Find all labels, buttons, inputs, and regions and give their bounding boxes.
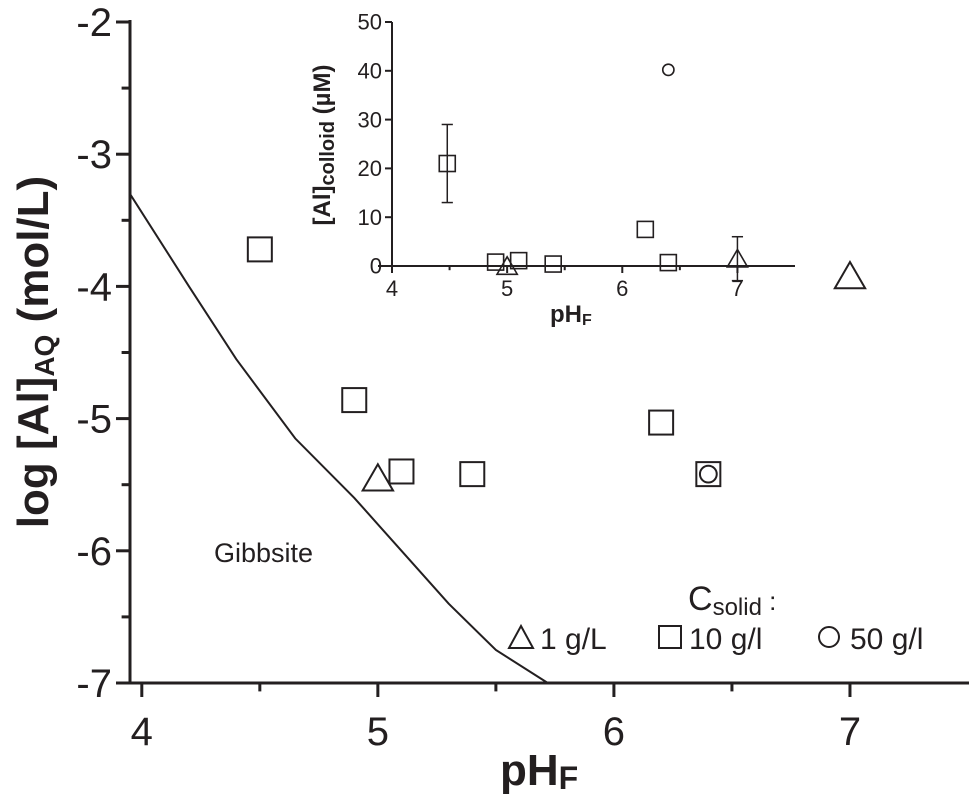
legend-label-1: 1 g/L bbox=[540, 623, 607, 656]
main-ticks: 4 5 6 7 -2 -3 -4 -5 -6 -7 bbox=[76, 1, 861, 754]
main-x-tick-label: 5 bbox=[367, 710, 389, 754]
inset-y-tick-label: 10 bbox=[358, 205, 382, 230]
inset-square-point bbox=[636, 220, 655, 239]
main-y-tick-label: -5 bbox=[76, 398, 112, 442]
main-square-point bbox=[246, 236, 273, 263]
inset-y-tick-label: 40 bbox=[358, 59, 382, 84]
main-circle-point bbox=[698, 464, 718, 484]
inset-x-tick-label: 7 bbox=[731, 276, 743, 301]
gibbsite-curve bbox=[129, 193, 549, 684]
gibbsite-label: Gibbsite bbox=[214, 538, 313, 568]
main-square-point bbox=[459, 461, 486, 488]
inset-circle-point bbox=[661, 63, 675, 77]
legend-title: Csolid : bbox=[688, 580, 776, 621]
main-square-point bbox=[341, 387, 368, 414]
main-y-tick-label: -2 bbox=[76, 1, 112, 45]
inset-y-tick-label: 30 bbox=[358, 107, 382, 132]
inset-square-point bbox=[438, 154, 457, 173]
legend-label-3: 50 g/l bbox=[850, 623, 923, 656]
main-x-tick-label: 7 bbox=[839, 710, 861, 754]
inset-square-point bbox=[486, 253, 505, 271]
inset-chart: 4 5 6 7 0 10 20 30 40 50 [Al]colloid (µM) pHF bbox=[309, 10, 795, 329]
main-x-tick-label: 6 bbox=[603, 710, 625, 754]
main-y-axis-label: log [Al]AQ (mol/L) bbox=[9, 176, 60, 528]
inset-y-tick-label: 0 bbox=[370, 254, 382, 279]
main-chart: 4 5 6 7-2-3-4-5-6-7 log [Al]AQ (mol/L) pHF … bbox=[9, 1, 969, 796]
inset-square-point bbox=[659, 253, 678, 272]
legend-square-icon bbox=[658, 625, 682, 649]
inset-square-point bbox=[544, 255, 563, 273]
inset-triangle-point bbox=[495, 255, 519, 276]
inset-x-tick-label: 5 bbox=[501, 276, 513, 301]
inset-marks bbox=[438, 63, 749, 282]
main-marks bbox=[129, 193, 867, 684]
main-y-tick-label: -3 bbox=[76, 133, 112, 177]
main-square-point bbox=[648, 409, 675, 436]
inset-triangle-point bbox=[725, 247, 749, 268]
main-triangle-point bbox=[833, 260, 867, 290]
main-square-point bbox=[388, 458, 415, 485]
main-x-axis-label: pHF bbox=[500, 746, 578, 796]
main-square-point bbox=[695, 461, 722, 488]
legend-circle-icon bbox=[818, 626, 840, 648]
inset-y-tick-label: 50 bbox=[358, 10, 382, 35]
inset-y-tick-label: 20 bbox=[358, 156, 382, 181]
inset-square-point bbox=[509, 251, 528, 270]
main-y-tick-label: -6 bbox=[76, 530, 112, 574]
inset-x-tick-label: 4 bbox=[386, 276, 398, 301]
inset-x-axis-label: pHF bbox=[550, 301, 592, 329]
main-triangle-point bbox=[360, 462, 395, 492]
legend-triangle-icon bbox=[507, 623, 535, 649]
main-y-tick-label: -7 bbox=[76, 662, 112, 706]
legend-label-2: 10 g/l bbox=[689, 623, 762, 656]
main-y-tick-label: -4 bbox=[76, 265, 112, 309]
inset-x-tick-label: 6 bbox=[616, 276, 628, 301]
legend: Csolid : 1 g/L 10 g/l 50 g/l bbox=[507, 580, 923, 656]
main-x-tick-label: 4 bbox=[131, 710, 153, 754]
inset-y-axis-label: [Al]colloid (µM) bbox=[309, 65, 339, 226]
inset-ticks: 4 5 6 7 0 10 20 30 40 50 bbox=[358, 10, 744, 301]
